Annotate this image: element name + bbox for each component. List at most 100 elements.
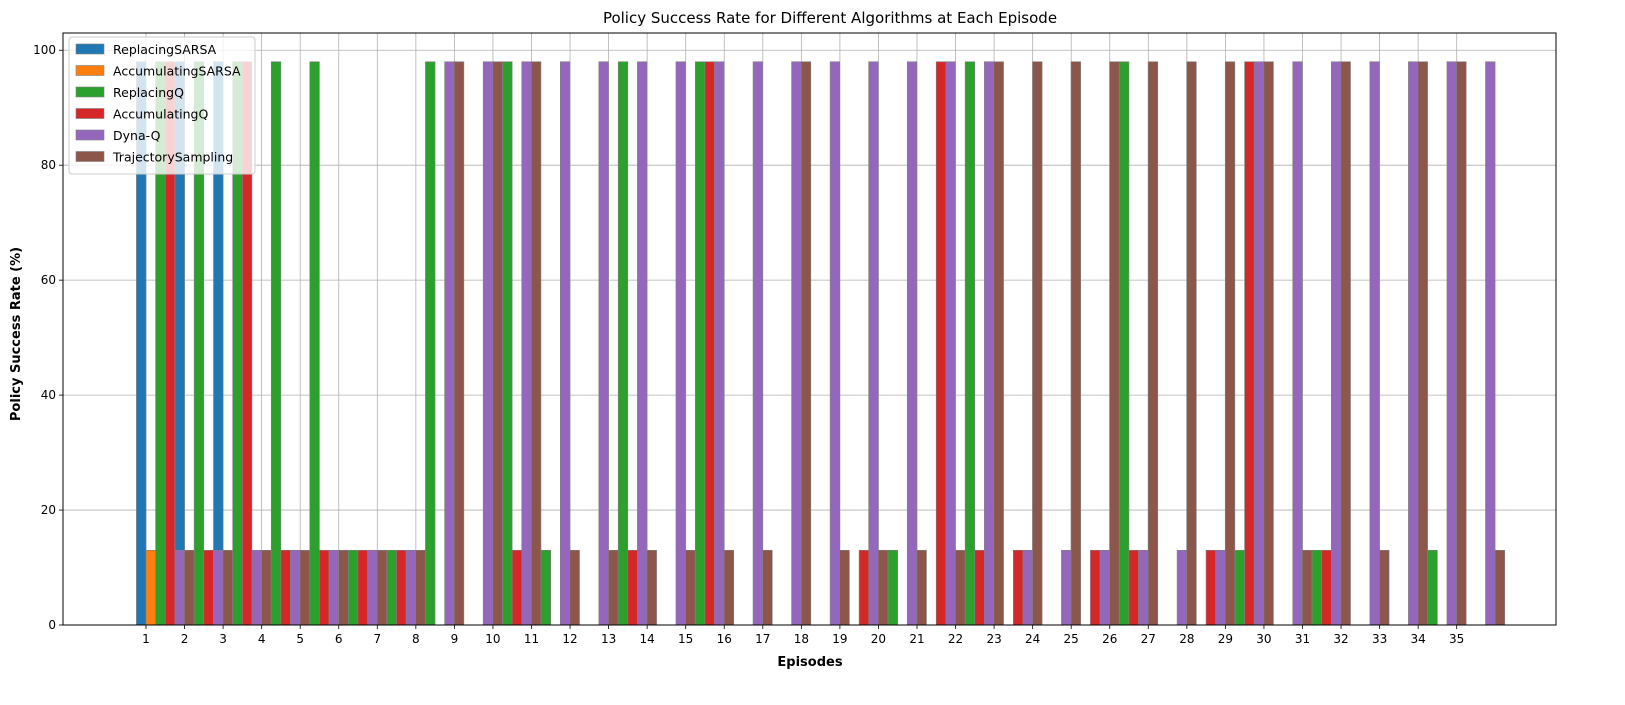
- bar-dyna-q-ep19: [868, 61, 879, 626]
- x-tick-label: 17: [755, 632, 770, 646]
- bar-trajectorysampling-ep15: [723, 549, 734, 626]
- x-tick-label: 11: [524, 632, 539, 646]
- x-tick-label: 8: [412, 632, 420, 646]
- bar-dyna-q-ep33: [1408, 61, 1419, 626]
- legend-label: ReplacingQ: [113, 85, 184, 100]
- legend-label: AccumulatingSARSA: [113, 64, 241, 79]
- legend-swatch: [75, 129, 105, 141]
- x-tick-label: 21: [909, 632, 924, 646]
- bar-trajectorysampling-ep9: [492, 61, 503, 626]
- bar-replacingq-ep26: [1119, 61, 1130, 626]
- x-tick-label: 23: [986, 632, 1001, 646]
- bars-layer: [136, 61, 1505, 626]
- plot-frame: [62, 32, 1557, 626]
- bar-dyna-q-ep34: [1446, 61, 1457, 626]
- bar-trajectorysampling-ep20: [916, 549, 927, 626]
- bar-replacingq-ep5: [309, 61, 320, 626]
- x-tick-label: 34: [1411, 632, 1426, 646]
- x-tick-label: 5: [296, 632, 304, 646]
- bar-replacingq-ep29: [1234, 549, 1245, 626]
- bar-dyna-q-ep30: [1292, 61, 1303, 626]
- bar-dyna-q-ep5: [328, 549, 339, 626]
- bar-accumulatingq-ep2: [203, 549, 214, 626]
- y-tick-label: 60: [41, 273, 56, 287]
- bar-replacingq-ep34: [1427, 549, 1438, 626]
- bar-dyna-q-ep28: [1215, 549, 1226, 626]
- y-tick-label: 0: [48, 618, 56, 632]
- y-tick-label: 20: [41, 503, 56, 517]
- x-tick-label: 22: [948, 632, 963, 646]
- x-tick-label: 20: [871, 632, 886, 646]
- bar-trajectorysampling-ep7: [415, 549, 426, 626]
- bar-accumulatingq-ep6: [357, 549, 368, 626]
- x-axis-label: Episodes: [777, 655, 842, 670]
- bar-replacingq-ep7: [386, 549, 397, 626]
- bar-accumulatingq-ep29: [1244, 61, 1255, 626]
- x-tick-label: 25: [1064, 632, 1079, 646]
- bar-trajectorysampling-ep12: [608, 549, 619, 626]
- x-tick-label: 29: [1218, 632, 1233, 646]
- legend: ReplacingSARSA AccumulatingSARSA Replacing…: [68, 36, 256, 175]
- bar-trajectorysampling-ep28: [1224, 61, 1236, 626]
- bar-trajectorysampling-ep24: [1070, 61, 1081, 626]
- bar-dyna-q-ep11: [559, 61, 571, 626]
- bar-accumulatingq-ep21: [935, 61, 947, 626]
- bar-trajectorysampling-ep22: [993, 61, 1004, 626]
- bar-replacingq-ep15: [694, 61, 706, 626]
- bar-trajectorysampling-ep32: [1379, 549, 1390, 626]
- legend-swatch: [75, 65, 105, 76]
- bar-dyna-q-ep23: [1022, 549, 1033, 626]
- bar-dyna-q-ep22: [984, 61, 995, 626]
- bar-dyna-q-ep3: [251, 549, 262, 626]
- x-tick-label: 15: [678, 632, 693, 646]
- bar-trajectorysampling-ep30: [1302, 549, 1313, 626]
- bar-replacingq-ep13: [617, 61, 629, 626]
- bar-trajectorysampling-ep29: [1263, 61, 1274, 626]
- legend-swatch: [75, 151, 105, 162]
- x-tick-label: 9: [451, 632, 459, 646]
- bar-trajectorysampling-ep1: [184, 549, 195, 626]
- bar-accumulatingq-ep15: [704, 61, 715, 626]
- bar-dyna-q-ep2: [213, 549, 224, 626]
- x-tick-label: 2: [181, 632, 189, 646]
- x-tick-label: 30: [1256, 632, 1271, 646]
- x-tick-label: 31: [1295, 632, 1310, 646]
- bar-trajectorysampling-ep34: [1456, 61, 1467, 626]
- bar-trajectorysampling-ep21: [955, 549, 966, 626]
- bar-dyna-q-ep17: [791, 61, 802, 626]
- bar-accumulatingq-ep25: [1090, 549, 1101, 626]
- bar-accumulatingq-ep7: [396, 549, 407, 626]
- legend-swatch: [75, 43, 105, 55]
- bar-trajectorysampling-ep25: [1109, 61, 1120, 626]
- bar-dyna-q-ep27: [1176, 549, 1187, 626]
- bar-trajectorysampling-ep27: [1186, 61, 1197, 626]
- bar-accumulatingq-ep19: [858, 549, 869, 626]
- bar-dyna-q-ep9: [482, 61, 494, 626]
- bar-dyna-q-ep14: [675, 61, 686, 626]
- bar-accumulatingq-ep23: [1012, 549, 1024, 626]
- bar-trajectorysampling-ep5: [338, 549, 349, 626]
- x-tick-label: 14: [640, 632, 655, 646]
- y-tick-label: 100: [33, 43, 56, 57]
- bar-dyna-q-ep12: [598, 61, 609, 626]
- bar-trajectorysampling-ep2: [222, 549, 233, 626]
- bar-dyna-q-ep16: [752, 61, 763, 626]
- bar-dyna-q-ep29: [1253, 61, 1265, 626]
- x-tick-label: 24: [1025, 632, 1040, 646]
- bar-dyna-q-ep25: [1099, 549, 1110, 626]
- bar-dyna-q-ep10: [521, 61, 532, 626]
- x-tick-label: 13: [601, 632, 616, 646]
- bar-trajectorysampling-ep11: [569, 549, 580, 626]
- bar-accumulatingq-ep13: [627, 549, 638, 626]
- bar-replacingq-ep4: [270, 61, 282, 626]
- legend-label: AccumulatingQ: [113, 107, 208, 122]
- bar-trajectorysampling-ep17: [800, 61, 812, 626]
- legend-label: Dyna-Q: [113, 128, 161, 143]
- y-tick-label: 40: [41, 388, 56, 402]
- bar-accumulatingq-ep10: [511, 549, 523, 626]
- bar-dyna-q-ep18: [829, 61, 841, 626]
- bar-trajectorysampling-ep23: [1032, 61, 1043, 626]
- bar-accumulatingsarsa-ep1: [145, 549, 156, 626]
